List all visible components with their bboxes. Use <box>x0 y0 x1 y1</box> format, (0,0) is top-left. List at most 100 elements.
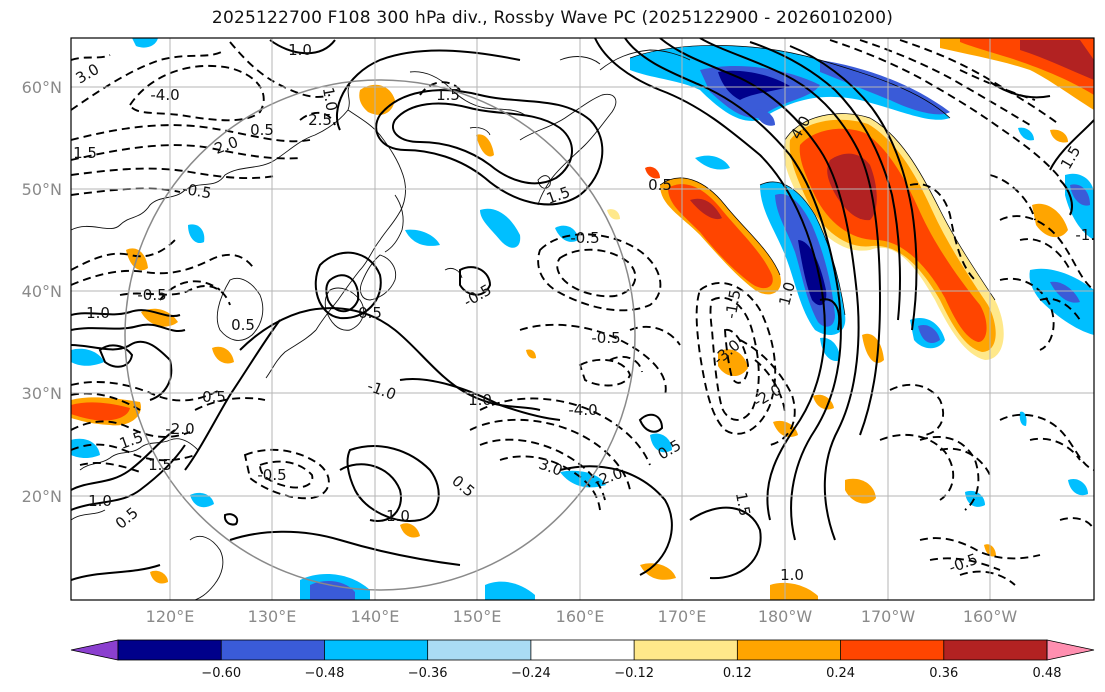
contour-label: 1.5 <box>148 456 172 474</box>
positive-patch <box>141 308 178 327</box>
negative-patch <box>918 324 940 344</box>
longitude-labels: 120°E 130°E 140°E 150°E 160°E 170°E 180°W 170°W… <box>146 607 1018 626</box>
positive-patch <box>476 134 494 157</box>
latitude-label: 40°N <box>22 282 62 301</box>
longitude-label: 160°E <box>556 607 605 626</box>
negative-patch <box>1070 184 1090 206</box>
colorbar-tick-label: −0.60 <box>201 666 241 681</box>
contour-label: -0.5 <box>181 180 213 203</box>
contour-label: -1.0 <box>1075 226 1104 244</box>
contour-label: 0.5 <box>358 304 382 322</box>
contour-label: 0.5 <box>231 316 255 334</box>
positive-patch <box>1020 40 1094 80</box>
map-title: 2025122700 F108 300 hPa div., Rossby Wav… <box>211 8 894 28</box>
negative-patch <box>560 470 606 488</box>
negative-patch <box>1019 411 1027 426</box>
colorbar-tick-label: 0.48 <box>1033 666 1062 681</box>
longitude-label: 120°E <box>146 607 195 626</box>
colorbar: −0.60 −0.48 −0.36 −0.24 −0.12 0.12 0.24 0.36 0.4… <box>70 639 1095 681</box>
negative-patch <box>798 240 827 306</box>
negative-patch <box>965 490 985 507</box>
latitude-labels: 60°N 50°N 40°N 30°N 20°N <box>22 78 62 506</box>
contour-label: -4.0 <box>568 401 597 419</box>
contour-label: -1.5 <box>722 288 745 320</box>
contour-label: 0.5 <box>250 121 274 139</box>
negative-patch <box>650 433 672 453</box>
patch-outlines <box>629 45 996 316</box>
negative-patch <box>1068 478 1088 496</box>
positive-patch <box>827 153 877 221</box>
colorbar-extend-high <box>1046 639 1095 661</box>
positive-patch <box>71 402 130 421</box>
positive-patch <box>718 349 748 377</box>
contour-label: 1.5 <box>732 491 754 518</box>
positive-patch <box>212 346 234 364</box>
contour-label: 1.0 <box>288 41 312 59</box>
colorbar-segment <box>530 640 635 660</box>
colorbar-segment <box>840 640 944 660</box>
contour-label: -4.0 <box>150 86 179 104</box>
negative-patch <box>405 229 440 246</box>
contour-label: 0.5 <box>202 388 226 406</box>
positive-patch <box>400 523 420 538</box>
latitude-label: 30°N <box>22 384 62 403</box>
longitude-label: 150°E <box>453 607 502 626</box>
positive-patch <box>813 394 834 410</box>
positive-patch <box>526 349 536 359</box>
negative-patch <box>695 155 730 170</box>
negative-patch <box>480 208 521 248</box>
contour-label: 1.0 <box>88 492 112 510</box>
negative-patch <box>1050 281 1080 303</box>
contour-label: 1.0 <box>468 391 492 409</box>
negative-patch <box>555 225 578 242</box>
colorbar-tick-label: −0.48 <box>305 666 345 681</box>
contour-label: 1.5 <box>436 86 460 104</box>
contour-label: -0.5 <box>257 466 286 484</box>
negative-patch <box>71 348 104 366</box>
colorbar-segment <box>943 640 1047 660</box>
negative-patch <box>310 580 355 600</box>
positive-patch <box>150 570 168 584</box>
contour-label: 2.5 <box>308 111 332 129</box>
positive-patch <box>690 198 722 220</box>
gridlines <box>71 38 1094 600</box>
positive-patch <box>1032 203 1068 238</box>
positive-patch <box>640 563 676 580</box>
longitude-label: 140°E <box>351 607 400 626</box>
map-border <box>70 37 1095 601</box>
negative-patch <box>71 438 100 459</box>
longitude-label: 170°E <box>658 607 707 626</box>
contour-label: 1.0 <box>775 280 799 308</box>
colorbar-segment <box>324 640 428 660</box>
positive-patch <box>607 209 620 220</box>
colorbar-tick-label: −0.24 <box>511 666 551 681</box>
colorbar-segment <box>737 640 841 660</box>
coastlines <box>71 49 691 600</box>
longitude-label: 180°W <box>758 607 813 626</box>
latitude-label: 20°N <box>22 487 62 506</box>
positive-patch <box>862 333 884 363</box>
negative-patch <box>755 109 775 126</box>
longitude-label: 160°W <box>963 607 1018 626</box>
negative-patch <box>188 224 205 244</box>
colorbar-extend-low <box>70 639 119 661</box>
positive-patch <box>1050 129 1068 143</box>
negative-patch <box>132 38 158 48</box>
domain-circle <box>124 79 636 591</box>
colorbar-tick-label: 0.12 <box>723 666 752 681</box>
contour-label: -0.5 <box>570 229 599 247</box>
colorbar-segment <box>427 640 531 660</box>
latitude-label: 50°N <box>22 180 62 199</box>
colorbar-segment <box>221 640 325 660</box>
contour-label: 1.0 <box>319 86 341 113</box>
positive-patch <box>770 582 818 600</box>
contour-label: 1.5 <box>73 144 97 162</box>
contour-label: 1.0 <box>86 304 110 322</box>
contour-label: -2.0 <box>165 420 194 438</box>
positive-patch <box>645 166 660 179</box>
contour-label: 1.0 <box>780 566 804 584</box>
colorbar-tick-label: 0.36 <box>929 666 958 681</box>
contour-label: -0.5 <box>591 329 620 347</box>
colorbar-tick-label: −0.36 <box>408 666 448 681</box>
